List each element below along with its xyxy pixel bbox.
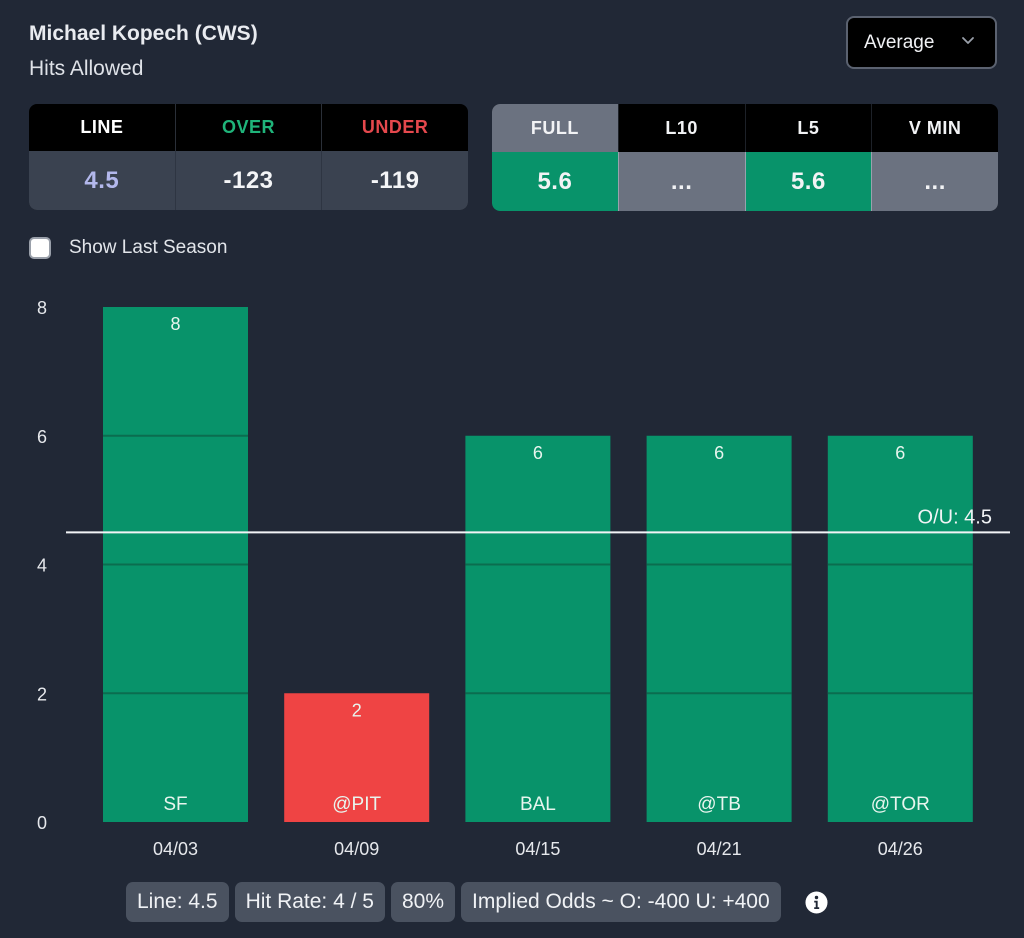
line-pill: Line: 4.5 — [126, 882, 229, 922]
bar[interactable] — [284, 693, 430, 822]
average-value-l10: ... — [618, 152, 746, 211]
average-values-row: 5.6 ... 5.6 ... — [492, 152, 998, 211]
bar-opponent-label: SF — [163, 794, 187, 815]
player-name: Michael Kopech (CWS) — [29, 22, 258, 45]
x-tick-label: 04/15 — [515, 839, 560, 859]
odds-value-over: -123 — [176, 151, 323, 210]
y-tick-label: 2 — [37, 684, 47, 704]
odds-values-row: 4.5 -123 -119 — [29, 151, 468, 210]
odds-header-over: OVER — [176, 104, 323, 151]
stat-name: Hits Allowed — [29, 57, 144, 80]
implied-odds-pill: Implied Odds ~ O: -400 U: +400 — [461, 882, 781, 922]
bar[interactable] — [465, 435, 611, 822]
odds-value-under: -119 — [370, 166, 420, 194]
x-tick-label: 04/03 — [153, 839, 198, 859]
bar[interactable] — [646, 435, 792, 822]
x-tick-label: 04/26 — [878, 839, 923, 859]
hit-rate-pill: Hit Rate: 4 / 5 — [234, 882, 385, 922]
average-value-full: 5.6 — [492, 152, 619, 211]
y-tick-label: 6 — [37, 427, 47, 447]
bar-opponent-label: @PIT — [332, 794, 381, 815]
show-last-season-toggle[interactable]: Show Last Season — [29, 237, 227, 259]
odds-table: LINE OVER UNDER 4.5 -123 -119 — [29, 104, 468, 210]
summary-bar: Line: 4.5 Hit Rate: 4 / 5 80% Implied Od… — [126, 882, 828, 922]
odds-header-row: LINE OVER UNDER — [29, 104, 468, 151]
tab-l5[interactable]: L5 — [746, 104, 873, 152]
bar-opponent-label: @TB — [697, 794, 741, 815]
info-icon[interactable] — [805, 890, 828, 914]
odds-header-under: UNDER — [361, 117, 429, 137]
y-tick-label: 4 — [37, 556, 47, 576]
average-table: FULL L10 L5 V MIN 5.6 ... 5.6 ... — [492, 104, 998, 211]
average-value-l5: 5.6 — [745, 152, 873, 211]
y-tick-label: 8 — [37, 298, 47, 318]
bar-value-label: 6 — [533, 443, 543, 463]
show-last-season-label: Show Last Season — [69, 237, 228, 258]
tab-full[interactable]: FULL — [492, 104, 619, 152]
bar[interactable] — [827, 435, 973, 822]
tab-l10[interactable]: L10 — [619, 104, 746, 152]
hits-bar-chart: 0 2 4 6 8 8 SF 04/03 2 @PIT 04/09 6 BAL 04/15 6 @TB 04/2… — [0, 280, 1024, 870]
chart-svg: 0 2 4 6 8 8 SF 04/03 2 @PIT 04/09 6 BAL 04/15 6 @TB 04/2… — [37, 298, 1010, 859]
bar-value-label: 2 — [352, 700, 362, 720]
x-tick-label: 04/09 — [334, 839, 379, 859]
bar-opponent-label: @TOR — [871, 794, 930, 815]
odds-value-line: 4.5 — [29, 151, 176, 210]
bar-opponent-label: BAL — [520, 794, 556, 815]
average-value-v-min: ... — [872, 152, 998, 211]
y-tick-label: 0 — [37, 813, 47, 833]
ou-reference-label: O/U: 4.5 — [918, 506, 992, 528]
show-last-season-checkbox[interactable] — [29, 237, 51, 259]
bar-value-label: 6 — [714, 443, 724, 463]
x-tick-label: 04/21 — [697, 839, 742, 859]
dropdown-selected-label: Average — [864, 31, 935, 53]
bar-value-label: 8 — [170, 314, 180, 334]
bar-value-label: 6 — [895, 443, 905, 463]
chevron-down-icon — [962, 37, 974, 44]
average-dropdown[interactable]: Average — [846, 16, 997, 69]
hit-percent-pill: 80% — [390, 882, 455, 922]
tab-v-min[interactable]: V MIN — [908, 117, 962, 138]
average-header-row: FULL L10 L5 V MIN — [492, 104, 998, 152]
odds-header-line: LINE — [29, 104, 176, 151]
